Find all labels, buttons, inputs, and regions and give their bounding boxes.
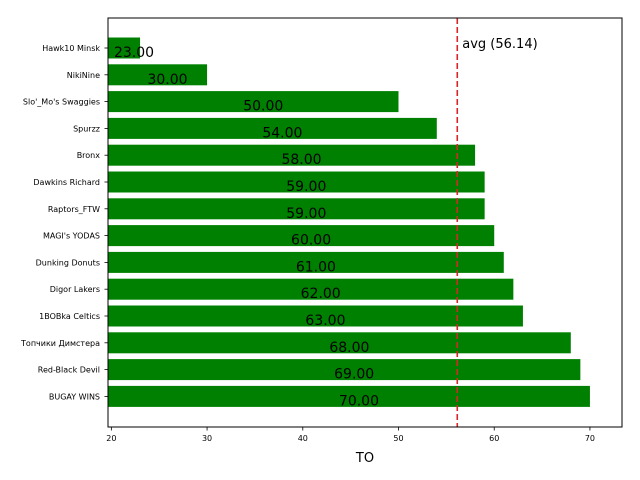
average-label: avg (56.14) bbox=[462, 37, 537, 52]
y-tick-label: Dunking Donuts bbox=[36, 258, 100, 267]
bar bbox=[108, 359, 581, 381]
bar-value-label: 59.00 bbox=[286, 206, 326, 222]
y-tick-label: Raptors_FTW bbox=[48, 205, 100, 214]
bar-value-label: 70.00 bbox=[339, 393, 379, 409]
y-tick-label: Hawk10 Minsk bbox=[42, 44, 100, 53]
bar-value-label: 54.00 bbox=[262, 125, 302, 141]
y-tick-label: Slo'_Mo's Swaggies bbox=[23, 98, 100, 107]
bar-value-label: 63.00 bbox=[305, 313, 345, 329]
y-tick-label: 1BOBka Celtics bbox=[39, 312, 100, 321]
x-tick-label: 70 bbox=[585, 434, 595, 443]
x-tick-label: 20 bbox=[106, 434, 116, 443]
bar-value-label: 30.00 bbox=[147, 72, 187, 88]
x-tick-label: 50 bbox=[393, 434, 403, 443]
bar-value-label: 50.00 bbox=[243, 99, 283, 115]
bar-value-label: 59.00 bbox=[286, 179, 326, 195]
bar bbox=[108, 198, 485, 220]
bar-value-label: 23.00 bbox=[114, 45, 154, 61]
x-tick-label: 60 bbox=[489, 434, 499, 443]
y-tick-label: BUGAY WINS bbox=[49, 392, 100, 401]
bar bbox=[108, 332, 571, 354]
bar bbox=[108, 385, 590, 407]
bar-value-labels: 23.00 30.00 50.00 54.00 58.00 59.00 59.00 60.00… bbox=[114, 45, 379, 409]
bar bbox=[108, 91, 399, 113]
bar-value-label: 69.00 bbox=[334, 367, 374, 383]
bar bbox=[108, 144, 476, 166]
y-tick-label: Bronx bbox=[77, 151, 101, 160]
bar-value-label: 58.00 bbox=[281, 152, 321, 168]
bar-value-label: 61.00 bbox=[296, 259, 336, 275]
x-tick-label: 30 bbox=[202, 434, 212, 443]
y-tick-label: Dawkins Richard bbox=[33, 178, 100, 187]
plot-frame bbox=[107, 17, 623, 428]
y-tick-label: Spurzz bbox=[73, 124, 100, 133]
x-tick-label: 40 bbox=[298, 434, 308, 443]
bar bbox=[108, 171, 485, 193]
bar bbox=[108, 37, 141, 59]
y-tick-label: NikiNine bbox=[67, 71, 100, 80]
y-tick-label: Топчики Димстера bbox=[20, 339, 100, 348]
bar bbox=[108, 117, 437, 139]
bar bbox=[108, 305, 523, 327]
x-axis-label: TO bbox=[355, 451, 374, 466]
x-axis-ticks: 20 30 40 50 60 70 bbox=[106, 427, 595, 443]
bar-value-label: 68.00 bbox=[329, 340, 369, 356]
y-tick-label: Red-Black Devil bbox=[38, 366, 100, 375]
bar bbox=[108, 225, 495, 247]
bars-group bbox=[108, 37, 590, 407]
bar bbox=[108, 64, 208, 86]
y-tick-label: MAGI's YODAS bbox=[43, 232, 100, 241]
bar bbox=[108, 278, 514, 300]
bar-value-label: 60.00 bbox=[291, 233, 331, 249]
bar bbox=[108, 251, 504, 273]
y-tick-label: Digor Lakers bbox=[50, 285, 100, 294]
y-axis-ticks: Hawk10 Minsk NikiNine Slo'_Mo's Swaggies Sp… bbox=[20, 44, 108, 401]
bar-value-label: 62.00 bbox=[301, 286, 341, 302]
